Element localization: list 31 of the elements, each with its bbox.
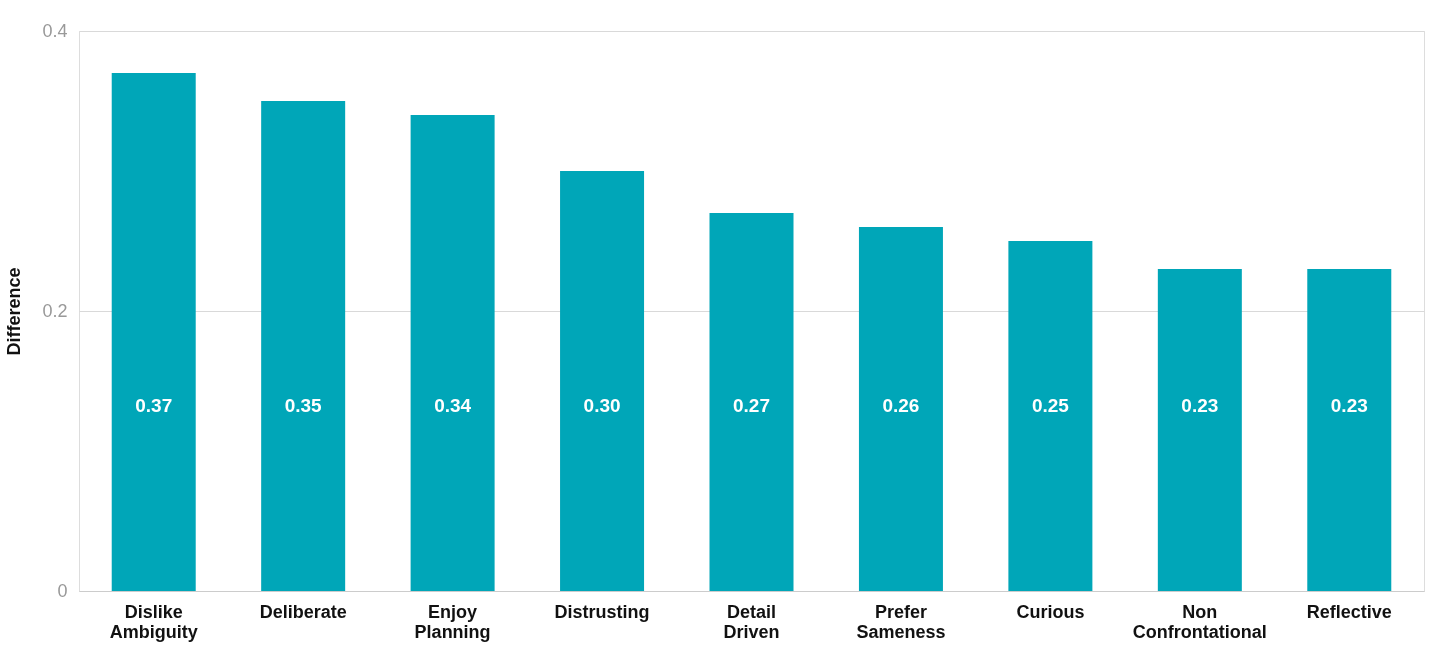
data-label: 0.23: [1330, 395, 1368, 416]
x-tick-label: Enjoy Planning: [414, 601, 491, 642]
x-tick-label: Deliberate: [259, 601, 347, 622]
bar: [560, 171, 645, 591]
data-label: 0.23: [1181, 395, 1219, 416]
data-label: 0.25: [1031, 395, 1070, 416]
bar: [1157, 269, 1242, 591]
x-tick-label: Prefer Sameness: [856, 601, 946, 642]
bar: [709, 213, 794, 591]
y-tick-label: 0.4: [42, 20, 68, 41]
bar: [111, 73, 196, 591]
y-tick-label: 0: [57, 580, 68, 601]
x-tick-label: Dislike Ambiguity: [109, 601, 198, 642]
data-label: 0.26: [882, 395, 920, 416]
y-tick-label: 0.2: [42, 300, 68, 321]
y-axis-title: Difference: [4, 267, 25, 356]
x-tick-label: Distrusting: [554, 601, 650, 622]
data-label: 0.35: [284, 395, 323, 416]
bar: [410, 115, 495, 591]
bar: [1307, 269, 1392, 591]
bar: [1008, 241, 1093, 591]
x-tick-label: Detail Driven: [723, 601, 780, 642]
x-tick-label: Curious: [1016, 601, 1085, 622]
bar: [858, 227, 943, 591]
x-tick-label: Reflective: [1306, 601, 1392, 622]
bar: [261, 101, 346, 591]
data-label: 0.30: [583, 395, 621, 416]
data-label: 0.27: [733, 395, 770, 416]
x-tick-label: Non Confrontational: [1132, 601, 1267, 642]
data-label: 0.37: [135, 395, 173, 416]
data-label: 0.34: [434, 395, 472, 416]
